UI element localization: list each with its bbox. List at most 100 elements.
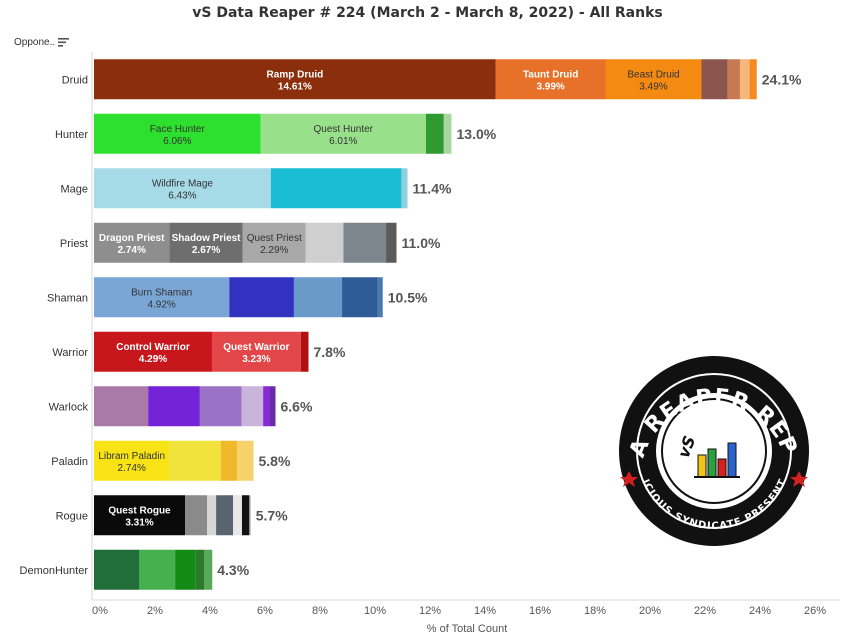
bar-segment[interactable] bbox=[342, 277, 378, 318]
bar-segment[interactable] bbox=[270, 168, 402, 209]
segment-label: Burn Shaman bbox=[131, 287, 192, 298]
bar-segment[interactable] bbox=[443, 113, 452, 154]
bar-segment[interactable] bbox=[207, 495, 217, 536]
segment-label: Face Hunter bbox=[150, 124, 206, 135]
sort-label: Oppone.. bbox=[14, 37, 56, 48]
bar-total-label: 11.4% bbox=[413, 180, 452, 196]
bar-segment[interactable] bbox=[749, 59, 757, 100]
bar-segment[interactable] bbox=[94, 277, 230, 318]
segment-value: 3.31% bbox=[125, 517, 153, 528]
category-label: Warlock bbox=[49, 401, 89, 413]
segment-label: Dragon Priest bbox=[99, 233, 165, 244]
chart-axes: % of Total Count bbox=[91, 52, 840, 635]
x-tick-label: 22% bbox=[694, 605, 716, 617]
logo-bar-yellow bbox=[697, 454, 707, 478]
segment-value: 2.74% bbox=[117, 245, 145, 256]
category-label: Warrior bbox=[52, 347, 88, 359]
x-tick-label: 24% bbox=[749, 605, 771, 617]
bar-segment[interactable] bbox=[94, 549, 140, 590]
x-tick-label: 14% bbox=[474, 605, 496, 617]
logo-bar-green bbox=[707, 448, 717, 478]
bar-segment[interactable] bbox=[94, 331, 212, 372]
segment-label: Taunt Druid bbox=[523, 69, 578, 80]
bar-total-label: 10.5% bbox=[388, 289, 428, 305]
category-label: DemonHunter bbox=[20, 565, 89, 577]
category-label: Druid bbox=[62, 74, 88, 86]
logo-inner-ring bbox=[661, 398, 767, 504]
category-label: Hunter bbox=[55, 129, 88, 141]
bar-segment[interactable] bbox=[211, 331, 301, 372]
bar-segment[interactable] bbox=[139, 549, 176, 590]
x-tick-label: 12% bbox=[419, 605, 441, 617]
segment-value: 2.67% bbox=[192, 245, 220, 256]
bar-segment[interactable] bbox=[425, 113, 444, 154]
bar-segment[interactable] bbox=[386, 222, 397, 263]
bar-segment[interactable] bbox=[175, 549, 196, 590]
bar-segment[interactable] bbox=[94, 113, 261, 154]
bar-segment[interactable] bbox=[233, 495, 242, 536]
bar-segment[interactable] bbox=[269, 386, 276, 427]
data-reaper-report-logo: DATA REAPER REPORT VICIOUS SYNDICATE PRE… bbox=[619, 356, 809, 546]
bar-segment[interactable] bbox=[195, 549, 204, 590]
bar-segment[interactable] bbox=[401, 168, 408, 209]
bar-segment[interactable] bbox=[229, 277, 294, 318]
bar-total-label: 7.8% bbox=[314, 344, 346, 360]
bar-segment[interactable] bbox=[169, 222, 243, 263]
star-icon bbox=[620, 471, 638, 487]
bar-segment[interactable] bbox=[605, 59, 702, 100]
category-label: Paladin bbox=[51, 456, 88, 468]
bar-total-label: 5.7% bbox=[256, 507, 288, 523]
segment-value: 4.29% bbox=[139, 354, 167, 365]
segment-value: 2.29% bbox=[260, 245, 288, 256]
logo-white-ring bbox=[636, 373, 792, 529]
x-tick-label: 18% bbox=[584, 605, 606, 617]
bar-segment[interactable] bbox=[249, 495, 251, 536]
bar-segment[interactable] bbox=[94, 222, 170, 263]
bar-segment[interactable] bbox=[241, 386, 264, 427]
x-tick-label: 20% bbox=[639, 605, 661, 617]
bar-total-label: 13.0% bbox=[457, 126, 497, 142]
bar-segment[interactable] bbox=[220, 440, 238, 481]
x-ticks: 0% 2% 4% 6% 8% 10% 12% 14% 16% 18% 20% 22% 24% 26% bbox=[92, 605, 826, 617]
bar-segment[interactable] bbox=[148, 386, 200, 427]
segment-value: 3.23% bbox=[242, 354, 270, 365]
star-icon bbox=[790, 471, 808, 487]
x-axis-title: % of Total Count bbox=[427, 623, 508, 635]
bar-segment[interactable] bbox=[237, 440, 254, 481]
bar-segment[interactable] bbox=[701, 59, 728, 100]
category-label: Shaman bbox=[47, 292, 88, 304]
segment-value: 6.06% bbox=[163, 136, 191, 147]
segment-value: 3.99% bbox=[536, 81, 564, 92]
bar-segment[interactable] bbox=[241, 495, 250, 536]
bar-segment[interactable] bbox=[495, 59, 606, 100]
bar-segment[interactable] bbox=[94, 168, 271, 209]
bar-segment[interactable] bbox=[94, 495, 186, 536]
bar-segment[interactable] bbox=[94, 440, 170, 481]
bar-segment[interactable] bbox=[199, 386, 242, 427]
bar-segment[interactable] bbox=[305, 222, 344, 263]
bar-segment[interactable] bbox=[739, 59, 750, 100]
bar-segment[interactable] bbox=[169, 440, 221, 481]
bar-segment[interactable] bbox=[377, 277, 383, 318]
bar-segment[interactable] bbox=[300, 331, 309, 372]
bar-segment[interactable] bbox=[242, 222, 306, 263]
segment-value: 6.01% bbox=[329, 136, 357, 147]
bar-segment[interactable] bbox=[260, 113, 426, 154]
segment-label: Ramp Druid bbox=[267, 69, 324, 80]
bar-segment[interactable] bbox=[216, 495, 234, 536]
bar-segment[interactable] bbox=[185, 495, 208, 536]
x-tick-label: 4% bbox=[202, 605, 218, 617]
x-tick-label: 0% bbox=[92, 605, 108, 617]
segment-label: Beast Druid bbox=[627, 69, 679, 80]
bar-segment[interactable] bbox=[263, 386, 270, 427]
bar-segment[interactable] bbox=[204, 549, 213, 590]
bar-segment[interactable] bbox=[94, 59, 496, 100]
bar-segment[interactable] bbox=[293, 277, 343, 318]
bar-segment[interactable] bbox=[94, 386, 149, 427]
sort-control[interactable]: Oppone.. bbox=[14, 37, 70, 48]
logo-bar-blue bbox=[727, 442, 737, 478]
bar-segment[interactable] bbox=[727, 59, 740, 100]
sort-icon[interactable] bbox=[58, 38, 70, 47]
bar-segment[interactable] bbox=[343, 222, 387, 263]
